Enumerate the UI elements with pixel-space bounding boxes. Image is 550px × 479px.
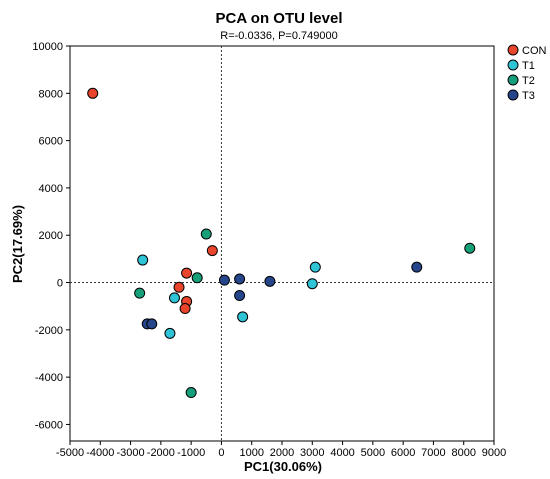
- point-t1: [309, 261, 321, 273]
- reference-lines: [70, 46, 494, 441]
- x-axis: -5000 -4000 -3000 -2000 -1000 0 1000 2000 3000 40…: [56, 441, 506, 459]
- point-t2: [464, 242, 476, 254]
- legend: CON T1 T2 T3: [507, 44, 547, 102]
- legend-marker-t2: [507, 74, 519, 86]
- x-tick-label: 1000: [239, 447, 263, 459]
- x-tick-label: 7000: [421, 447, 445, 459]
- y-tick-label: 6000: [39, 136, 63, 148]
- legend-label-con: CON: [522, 45, 547, 57]
- point-t3: [264, 275, 276, 287]
- x-tick-label: -4000: [86, 447, 114, 459]
- point-t3: [234, 273, 246, 285]
- x-tick-label: -2000: [147, 447, 175, 459]
- y-tick-label: -4000: [35, 372, 63, 384]
- y-tick-label: -2000: [35, 325, 63, 337]
- point-con: [173, 281, 185, 293]
- x-tick-label: 6000: [391, 447, 415, 459]
- x-tick-label: 8000: [451, 447, 475, 459]
- legend-label-t2: T2: [522, 75, 535, 87]
- point-t3: [218, 274, 230, 286]
- y-tick-label: 4000: [39, 183, 63, 195]
- point-t1: [137, 254, 149, 266]
- plot-frame: [69, 45, 495, 442]
- legend-label-t1: T1: [522, 60, 535, 72]
- x-axis-label: PC1(30.06%): [244, 459, 322, 474]
- point-t3: [411, 261, 423, 273]
- point-t2: [185, 387, 197, 399]
- point-t2: [200, 228, 212, 240]
- x-tick-label: 2000: [270, 447, 294, 459]
- point-t1: [237, 311, 249, 323]
- x-tick-label: 3000: [300, 447, 324, 459]
- y-tick-label: 8000: [39, 88, 63, 100]
- x-tick-label: -1000: [177, 447, 205, 459]
- y-axis-label: PC2(17.69%): [10, 205, 25, 283]
- point-t1: [168, 292, 180, 304]
- legend-marker-con: [507, 44, 519, 56]
- point-t1: [164, 327, 176, 339]
- y-axis: -6000 -4000 -2000 0 2000 4000 6000 8000 10000: [32, 41, 70, 431]
- chart-subtitle: R=-0.0336, P=0.749000: [220, 30, 337, 42]
- x-tick-label: 5000: [361, 447, 385, 459]
- legend-label-t3: T3: [522, 90, 535, 102]
- x-tick-label: -3000: [117, 447, 145, 459]
- point-t2: [134, 287, 146, 299]
- point-con: [87, 87, 99, 99]
- x-tick-label: 4000: [330, 447, 354, 459]
- point-t3: [146, 318, 158, 330]
- point-con: [179, 303, 191, 315]
- y-tick-label: 10000: [32, 41, 63, 53]
- legend-marker-t3: [507, 89, 519, 101]
- point-t2: [191, 272, 203, 284]
- x-tick-label: 0: [218, 447, 224, 459]
- x-tick-label: -5000: [56, 447, 84, 459]
- x-tick-label: 9000: [482, 447, 506, 459]
- plot-area: [69, 45, 495, 442]
- data-points: [87, 87, 476, 399]
- y-tick-label: 2000: [39, 230, 63, 242]
- y-tick-label: 0: [57, 278, 63, 290]
- chart-title: PCA on OTU level: [216, 10, 343, 27]
- y-tick-label: -6000: [35, 419, 63, 431]
- legend-marker-t1: [507, 59, 519, 71]
- point-con: [206, 245, 218, 257]
- point-t1: [306, 278, 318, 290]
- point-t3: [234, 290, 246, 302]
- point-con: [181, 267, 193, 279]
